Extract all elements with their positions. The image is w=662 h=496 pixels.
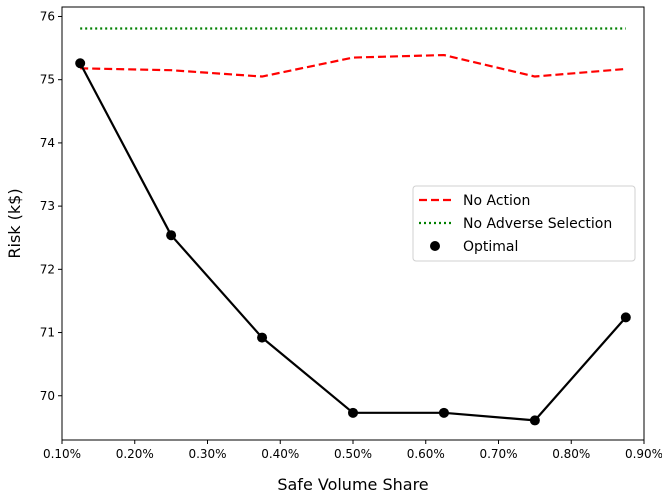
data-point-optimal <box>438 407 449 418</box>
x-tick-label: 0.10% <box>43 447 81 461</box>
y-tick-label: 75 <box>40 73 55 87</box>
y-tick-label: 76 <box>40 9 55 23</box>
legend-marker-optimal <box>430 241 440 251</box>
x-tick-label: 0.70% <box>479 447 517 461</box>
legend-label-optimal: Optimal <box>463 239 518 255</box>
x-tick-label: 0.20% <box>116 447 154 461</box>
data-point-optimal <box>348 407 358 418</box>
y-tick-label: 71 <box>40 326 55 340</box>
x-tick-label: 0.30% <box>188 447 226 461</box>
x-tick-label: 0.80% <box>552 447 590 461</box>
x-tick-label: 0.60% <box>407 447 445 461</box>
y-tick-label: 74 <box>40 136 55 150</box>
data-point-optimal <box>257 332 268 343</box>
legend-label-no-adverse-selection: No Adverse Selection <box>463 216 612 232</box>
y-axis-label: Risk (k$) <box>5 188 24 258</box>
data-point-optimal <box>620 312 631 323</box>
legend: No Action No Adverse Selection Optimal <box>412 185 636 262</box>
x-tick-label: 0.40% <box>261 447 299 461</box>
y-axis: 70 71 72 73 74 75 76 <box>40 9 62 403</box>
series-layer <box>75 27 631 426</box>
x-tick-label: 0.50% <box>334 447 372 461</box>
data-point-optimal <box>75 58 86 69</box>
x-axis-label: Safe Volume Share <box>277 475 428 494</box>
legend-box <box>412 185 636 262</box>
y-tick-label: 73 <box>40 199 55 213</box>
data-point-optimal <box>529 415 540 426</box>
y-tick-label: 72 <box>40 262 55 276</box>
x-axis: 0.10% 0.20% 0.30% 0.40% 0.50% 0.60% 0.70% 0.80%… <box>43 440 662 461</box>
legend-label-no-action: No Action <box>463 193 530 209</box>
x-tick-label: 0.90% <box>625 447 662 461</box>
data-point-optimal <box>166 230 177 241</box>
y-tick-label: 70 <box>40 389 55 403</box>
series-line-no-action <box>80 53 626 78</box>
